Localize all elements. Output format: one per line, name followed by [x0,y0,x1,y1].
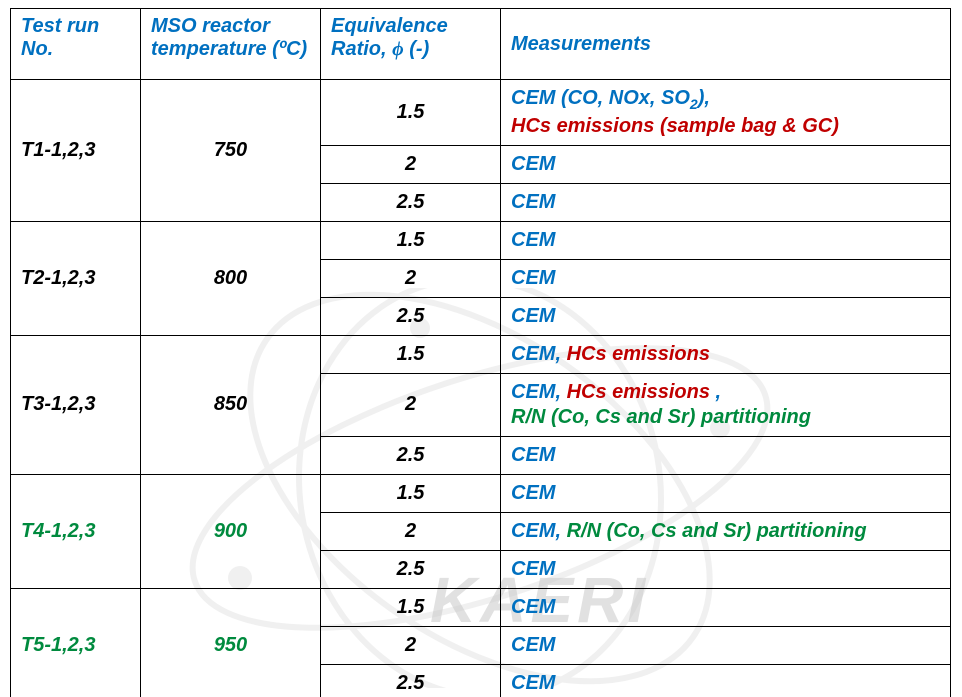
col-header-meas: Measurements [501,9,951,80]
run-cell: T4-1,2,3 [11,474,141,588]
table-row: T2-1,2,38001.5CEM [11,221,951,259]
measurements-cell: CEM [501,259,951,297]
col-header-run: Test run No. [11,9,141,80]
measurements-cell: CEM [501,183,951,221]
measurement-segment: CEM [511,558,555,580]
measurement-segment: CEM [511,381,555,403]
temp-cell: 900 [141,474,321,588]
ratio-cell: 2 [321,512,501,550]
col-header-meas-label: Measurements [511,33,651,55]
measurements-cell: CEM, HCs emissions [501,335,951,373]
measurements-cell: CEM [501,550,951,588]
ratio-cell: 1.5 [321,335,501,373]
measurement-segment: HCs emissions [567,381,716,403]
measurement-segment: CEM [511,596,555,618]
col-header-temp: MSO reactor temperature (ºC) [141,9,321,80]
measurement-segment: 2 [690,96,698,112]
measurements-cell: CEM (CO, NOx, SO2), HCs emissions (sample… [501,80,951,146]
col-header-temp-l2: temperature (ºC) [151,38,307,60]
col-header-ratio-l2a: Ratio, [331,38,392,60]
table-header-row: Test run No. MSO reactor temperature (ºC… [11,9,951,80]
col-header-temp-l1: MSO reactor [151,15,270,37]
run-cell: T1-1,2,3 [11,80,141,222]
temp-cell: 950 [141,588,321,697]
col-header-ratio: Equivalence Ratio, ϕ (-) [321,9,501,80]
ratio-cell: 2.5 [321,550,501,588]
ratio-cell: 2 [321,259,501,297]
measurement-segment: , [716,381,722,403]
measurement-segment: CEM [511,229,555,251]
measurement-segment: , [555,381,566,403]
ratio-cell: 2 [321,145,501,183]
ratio-cell: 1.5 [321,221,501,259]
temp-cell: 800 [141,221,321,335]
measurement-segment: CEM [511,267,555,289]
measurement-segment: CEM (CO, NOx, SO [511,87,690,109]
measurements-cell: CEM [501,474,951,512]
measurements-cell: CEM [501,436,951,474]
col-header-ratio-l2b: (-) [404,38,430,60]
table-row: T3-1,2,38501.5CEM, HCs emissions [11,335,951,373]
col-header-ratio-l1: Equivalence [331,15,448,37]
col-header-run-l1: Test run [21,15,99,37]
run-cell: T2-1,2,3 [11,221,141,335]
ratio-cell: 2.5 [321,664,501,697]
measurement-segment: CEM [511,305,555,327]
test-matrix-table: Test run No. MSO reactor temperature (ºC… [10,8,951,697]
table-row: T5-1,2,39501.5CEM [11,588,951,626]
temp-cell: 750 [141,80,321,222]
measurement-segment: CEM [511,482,555,504]
measurement-segment: CEM [511,520,555,542]
measurement-segment: CEM [511,191,555,213]
table-body: T1-1,2,37501.5CEM (CO, NOx, SO2),HCs emi… [11,80,951,697]
ratio-cell: 2.5 [321,183,501,221]
table-row: T4-1,2,39001.5CEM [11,474,951,512]
table-row: T1-1,2,37501.5CEM (CO, NOx, SO2),HCs emi… [11,80,951,146]
run-cell: T3-1,2,3 [11,335,141,474]
run-cell: T5-1,2,3 [11,588,141,697]
measurements-cell: CEM [501,221,951,259]
ratio-cell: 2 [321,373,501,436]
measurement-segment: CEM [511,444,555,466]
ratio-cell: 2.5 [321,436,501,474]
measurement-segment: CEM [511,672,555,694]
measurements-cell: CEM, R/N (Co, Cs and Sr) partitioning [501,512,951,550]
measurement-segment: , [555,343,566,365]
measurement-segment: R/N (Co, Cs and Sr) partitioning [511,406,811,428]
measurements-cell: CEM [501,664,951,697]
measurements-cell: CEM [501,626,951,664]
measurement-segment: CEM [511,634,555,656]
ratio-cell: 2.5 [321,297,501,335]
measurements-cell: CEM [501,145,951,183]
measurement-segment: CEM [511,343,555,365]
measurement-segment: HCs emissions (sample bag & GC) [511,115,839,137]
ratio-cell: 1.5 [321,474,501,512]
measurements-cell: CEM [501,588,951,626]
ratio-cell: 2 [321,626,501,664]
measurement-segment: HCs emissions [567,343,710,365]
measurements-cell: CEM, HCs emissions , R/N (Co, Cs and Sr) … [501,373,951,436]
ratio-cell: 1.5 [321,588,501,626]
measurements-cell: CEM [501,297,951,335]
measurement-segment: ), [698,87,710,109]
col-header-ratio-phi: ϕ [392,38,404,60]
col-header-run-l2: No. [21,38,53,60]
measurement-segment: CEM [511,153,555,175]
ratio-cell: 1.5 [321,80,501,146]
measurement-segment: , [555,520,566,542]
measurement-segment: R/N (Co, Cs and Sr) partitioning [567,520,867,542]
temp-cell: 850 [141,335,321,474]
